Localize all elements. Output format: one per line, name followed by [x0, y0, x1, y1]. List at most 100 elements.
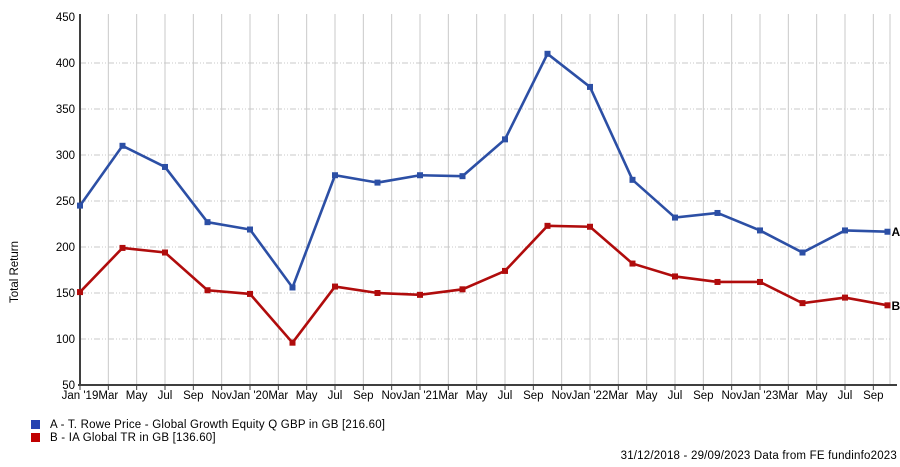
series-a-markers	[77, 50, 891, 291]
y-tick-label: 350	[56, 104, 75, 116]
data-point-marker	[587, 223, 593, 230]
x-tick-label: Mar	[268, 390, 288, 402]
data-point-marker	[119, 244, 126, 251]
x-tick-label: Jul	[838, 390, 853, 402]
data-point-marker	[757, 227, 763, 234]
data-point-marker	[842, 294, 848, 301]
data-point-marker	[204, 219, 211, 226]
legend-item-series-b: B - IA Global TR in GB [136.60]	[31, 431, 385, 444]
legend-label-series-b: B - IA Global TR in GB [136.60]	[50, 431, 216, 444]
x-tick-label: Nov	[551, 390, 572, 402]
y-tick-label: 200	[56, 242, 75, 254]
data-point-marker	[842, 227, 848, 234]
y-tick-label: 300	[56, 150, 75, 162]
x-tick-label: Mar	[608, 390, 628, 402]
x-tick-label: May	[296, 390, 318, 402]
series-b-swatch-icon	[31, 433, 40, 442]
data-point-marker	[714, 278, 721, 285]
y-tick-label: 100	[56, 334, 75, 346]
x-tick-label: Jan '20	[232, 390, 269, 402]
legend-item-series-a: A - T. Rowe Price - Global Growth Equity…	[31, 418, 385, 431]
x-tick-label: May	[466, 390, 488, 402]
data-point-marker	[884, 228, 891, 235]
data-point-marker	[204, 287, 211, 294]
series-b-line	[79, 224, 888, 345]
x-tick-label: Jan '19	[62, 390, 99, 402]
data-point-marker	[799, 249, 806, 256]
date-range-source-text: 31/12/2018 - 29/09/2023 Data from FE fun…	[620, 450, 897, 462]
legend-label-series-a: A - T. Rowe Price - Global Growth Equity…	[50, 418, 386, 431]
x-tick-label: May	[806, 390, 828, 402]
data-point-marker	[77, 202, 83, 209]
data-point-marker	[374, 290, 381, 296]
y-tick-label: 150	[56, 288, 75, 300]
data-point-marker	[714, 209, 721, 216]
x-tick-label: Jan '21	[402, 390, 439, 402]
x-tick-label: Nov	[381, 390, 402, 402]
data-point-marker	[247, 226, 253, 233]
y-tick-label: 400	[56, 58, 75, 70]
data-point-marker	[289, 339, 296, 346]
chart-legend: A - T. Rowe Price - Global Growth Equity…	[31, 418, 385, 444]
data-point-marker	[162, 249, 168, 256]
horizontal-gridlines	[80, 62, 890, 340]
data-point-marker	[162, 163, 168, 170]
x-tick-label: Jan '23	[742, 390, 779, 402]
data-point-marker	[884, 302, 891, 309]
x-tick-label: May	[126, 390, 148, 402]
x-tick-label: Nov	[211, 390, 232, 402]
data-point-marker	[629, 260, 636, 267]
data-point-marker	[502, 136, 508, 143]
data-point-marker	[459, 173, 466, 180]
x-tick-label: Jul	[668, 390, 683, 402]
x-axis-ticks	[79, 386, 874, 390]
x-tick-label: Sep	[523, 390, 543, 402]
data-point-marker	[77, 289, 83, 296]
series-b-end-label: B	[892, 299, 900, 313]
data-point-marker	[374, 179, 381, 186]
x-tick-label: Mar	[778, 390, 798, 402]
vertical-gridlines	[79, 14, 874, 385]
data-point-marker	[544, 50, 551, 57]
y-tick-label: 250	[56, 196, 75, 208]
x-tick-label: May	[636, 390, 658, 402]
x-tick-label: Sep	[863, 390, 883, 402]
x-tick-label: Nov	[721, 390, 742, 402]
x-tick-label: Sep	[693, 390, 713, 402]
data-point-marker	[332, 283, 338, 290]
series-a-swatch-icon	[31, 420, 40, 429]
data-point-marker	[119, 142, 126, 149]
data-point-marker	[459, 286, 466, 293]
x-tick-label: Jul	[328, 390, 343, 402]
data-point-marker	[672, 273, 678, 280]
y-tick-label: 450	[56, 12, 75, 24]
data-point-marker	[672, 214, 678, 221]
x-tick-labels: Jan '19 Mar May Jul Sep Nov Jan '20 Mar May Jul Se…	[62, 390, 884, 402]
data-point-marker	[289, 284, 296, 291]
data-point-marker	[757, 278, 763, 285]
x-tick-label: Jul	[158, 390, 173, 402]
x-tick-label: Sep	[183, 390, 203, 402]
series-b-markers	[77, 222, 891, 346]
x-tick-label: Mar	[98, 390, 118, 402]
series-a-line	[78, 51, 888, 291]
data-point-marker	[799, 300, 806, 307]
x-tick-label: Jan '22	[572, 390, 609, 402]
data-point-marker	[417, 172, 423, 179]
x-tick-label: Jul	[498, 390, 513, 402]
data-point-marker	[502, 267, 508, 274]
x-tick-label: Mar	[438, 390, 458, 402]
series-a-end-label: A	[892, 225, 900, 239]
y-axis-title: Total Return	[9, 240, 21, 304]
data-point-marker	[332, 172, 338, 179]
data-point-marker	[247, 290, 253, 297]
y-tick-label: 50	[62, 380, 75, 392]
data-point-marker	[544, 222, 551, 229]
data-point-marker	[417, 291, 423, 298]
data-point-marker	[587, 83, 593, 90]
y-tick-labels: 50 100 150 200 250 300 350 400 450	[56, 12, 75, 392]
data-point-marker	[629, 176, 636, 183]
x-tick-label: Sep	[353, 390, 373, 402]
